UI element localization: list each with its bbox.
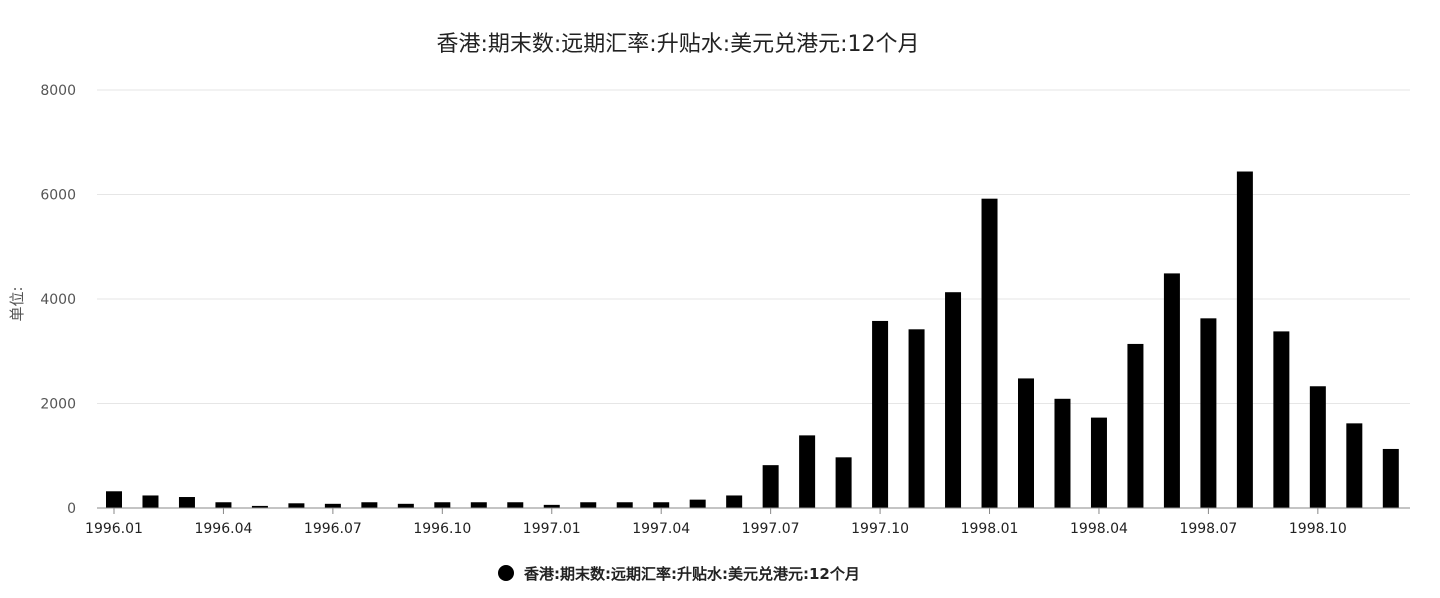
bar[interactable] — [434, 502, 451, 508]
y-tick-label: 2000 — [40, 397, 76, 413]
x-tick-label: 1996.04 — [194, 521, 252, 537]
bar[interactable] — [1054, 398, 1071, 508]
legend-marker — [498, 565, 514, 581]
bar[interactable] — [106, 491, 122, 508]
bar[interactable] — [616, 502, 633, 508]
bar[interactable] — [726, 495, 743, 508]
bar[interactable] — [580, 502, 597, 508]
bar[interactable] — [762, 465, 779, 508]
bar[interactable] — [908, 329, 925, 508]
x-tick-label: 1997.10 — [851, 521, 909, 537]
bar[interactable] — [1236, 171, 1253, 508]
legend-label: 香港:期末数:远期汇率:升贴水:美元兑港元:12个月 — [524, 565, 860, 583]
x-tick-label: 1997.07 — [742, 521, 800, 537]
bar[interactable] — [1200, 318, 1217, 508]
bar[interactable] — [543, 504, 560, 508]
bar[interactable] — [945, 292, 962, 508]
bar[interactable] — [1273, 331, 1290, 508]
y-axis-ticks: 0 2000 4000 6000 8000 — [40, 83, 76, 517]
x-tick-label: 1998.10 — [1289, 521, 1347, 537]
bar[interactable] — [1163, 273, 1180, 508]
bar[interactable] — [361, 502, 378, 508]
bar[interactable] — [653, 502, 670, 508]
bar[interactable] — [507, 502, 524, 508]
bar[interactable] — [215, 502, 232, 508]
x-tick-label: 1996.01 — [85, 521, 143, 537]
x-tick-label: 1997.04 — [632, 521, 690, 537]
y-tick-label: 4000 — [40, 292, 76, 308]
legend[interactable]: 香港:期末数:远期汇率:升贴水:美元兑港元:12个月 — [498, 565, 860, 583]
bar[interactable] — [835, 457, 852, 508]
bar[interactable] — [397, 503, 414, 508]
bar[interactable] — [1018, 378, 1034, 508]
x-tick-label: 1996.07 — [304, 521, 362, 537]
bar[interactable] — [1090, 417, 1107, 508]
bars — [106, 171, 1399, 508]
y-tick-label: 6000 — [40, 188, 76, 204]
bar[interactable] — [689, 499, 706, 508]
bar[interactable] — [1382, 448, 1399, 508]
x-axis-ticks: 1996.01 1996.04 1996.07 1996.10 1997.01 1997.… — [85, 508, 1347, 537]
bar[interactable] — [1127, 343, 1144, 508]
y-tick-label: 0 — [67, 501, 76, 517]
bar[interactable] — [142, 495, 159, 508]
x-tick-label: 1997.01 — [523, 521, 581, 537]
x-tick-label: 1998.01 — [961, 521, 1019, 537]
bar[interactable] — [799, 435, 816, 508]
bar[interactable] — [178, 497, 195, 508]
bar[interactable] — [288, 503, 305, 508]
x-tick-label: 1998.04 — [1070, 521, 1128, 537]
chart-title: 香港:期末数:远期汇率:升贴水:美元兑港元:12个月 — [436, 32, 919, 57]
bar[interactable] — [1346, 423, 1363, 508]
bar[interactable] — [251, 505, 268, 508]
y-tick-label: 8000 — [40, 83, 76, 99]
x-tick-label: 1996.10 — [413, 521, 471, 537]
bar[interactable] — [324, 503, 341, 508]
bar[interactable] — [872, 320, 889, 508]
bar[interactable] — [981, 198, 998, 508]
x-tick-label: 1998.07 — [1179, 521, 1237, 537]
bar[interactable] — [1309, 386, 1326, 508]
grid-lines — [97, 89, 1410, 404]
y-axis-label: 单位: — [8, 286, 26, 321]
bar[interactable] — [470, 502, 487, 508]
